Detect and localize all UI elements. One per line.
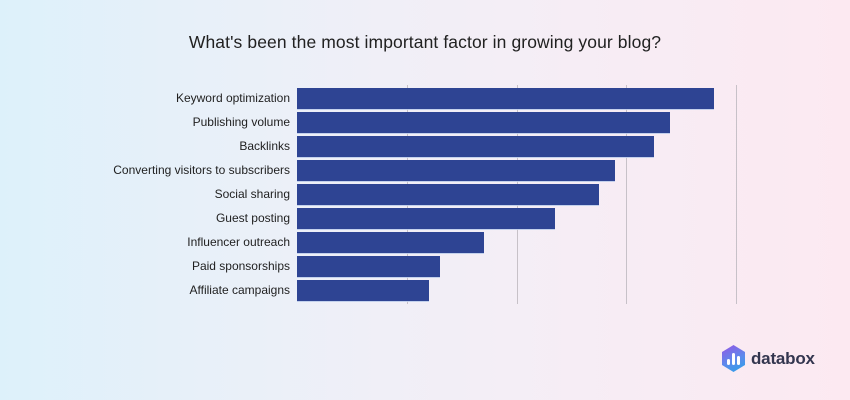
bar	[297, 207, 555, 229]
category-label: Converting visitors to subscribers	[113, 163, 290, 177]
category-label: Affiliate campaigns	[189, 283, 291, 297]
category-label: Guest posting	[215, 211, 290, 225]
bar	[297, 111, 671, 133]
bar-rows: Keyword optimization Publishing volume Bac…	[0, 86, 736, 302]
category-label: Keyword optimization	[175, 91, 290, 105]
bar-row: Publishing volume	[0, 110, 736, 134]
bar	[297, 87, 715, 109]
logo-bar-small	[727, 359, 730, 365]
bar-track	[297, 111, 736, 133]
category-label: Backlinks	[239, 139, 290, 153]
bar-track	[297, 135, 736, 157]
bar-row: Guest posting	[0, 206, 736, 230]
bar	[297, 159, 616, 181]
gridline	[736, 85, 737, 304]
bar-row: Paid sponsorships	[0, 254, 736, 278]
databox-hexagon-icon	[722, 345, 745, 372]
logo-bar-medium	[737, 356, 740, 365]
chart-title: What's been the most important factor in…	[188, 32, 662, 52]
bar-track	[297, 159, 736, 181]
category-label: Publishing volume	[192, 115, 290, 129]
bar-row: Affiliate campaigns	[0, 278, 736, 302]
bar	[297, 135, 654, 157]
category-label: Social sharing	[214, 187, 290, 201]
bar	[297, 279, 429, 301]
bar-track	[297, 279, 736, 301]
bar-track	[297, 231, 736, 253]
bar-row: Social sharing	[0, 182, 736, 206]
category-label: Influencer outreach	[187, 235, 290, 249]
bar-track	[297, 87, 736, 109]
bar	[297, 231, 484, 253]
bar-row: Converting visitors to subscribers	[0, 158, 736, 182]
bar-track	[297, 207, 736, 229]
logo-bar-tall	[732, 353, 735, 365]
category-label: Paid sponsorships	[191, 259, 290, 273]
bar	[297, 183, 599, 205]
databox-logo-text: databox	[751, 348, 815, 368]
horizontal-bar-chart: Keyword optimization Publishing volume Bac…	[0, 85, 737, 304]
databox-logo: databox	[722, 345, 815, 372]
bar-row: Backlinks	[0, 134, 736, 158]
bar-row: Influencer outreach	[0, 230, 736, 254]
bar-row: Keyword optimization	[0, 86, 736, 110]
bar-track	[297, 255, 736, 277]
bar-track	[297, 183, 736, 205]
bar	[297, 255, 440, 277]
